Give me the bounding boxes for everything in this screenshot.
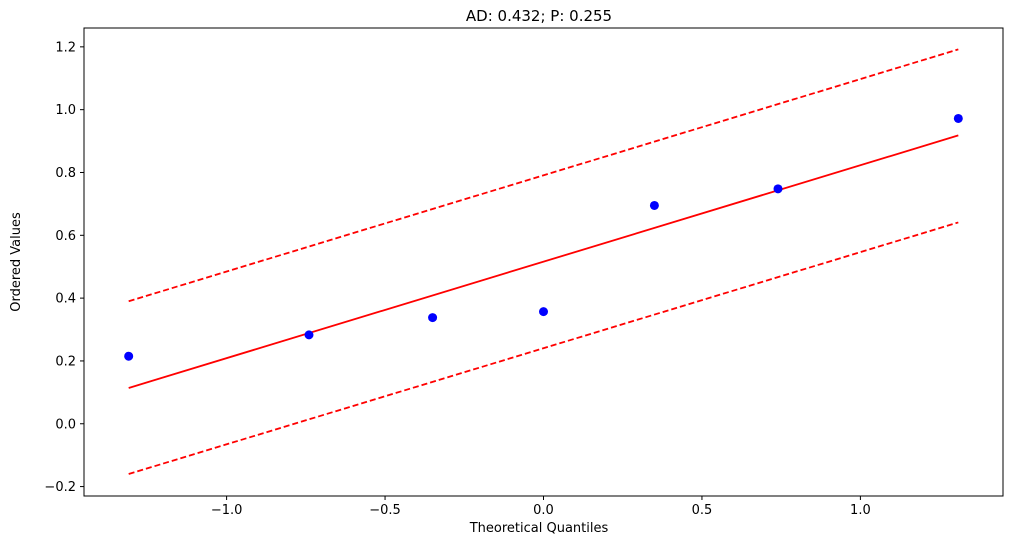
chart-title: AD: 0.432; P: 0.255: [466, 7, 612, 25]
data-point: [773, 184, 783, 194]
plot-area: [124, 48, 963, 475]
y-axis: −0.2 0.0 0.2 0.4 0.6 0.8 1.0 1.2: [44, 40, 84, 495]
x-tick-label: 1.0: [850, 503, 871, 518]
data-point: [304, 330, 314, 340]
y-tick-label: 0.4: [55, 292, 76, 307]
x-tick-label: −1.0: [211, 503, 243, 518]
y-tick-label: 0.6: [55, 229, 76, 244]
data-point: [428, 313, 438, 323]
data-point: [953, 113, 963, 123]
y-tick-label: 0.0: [55, 417, 76, 432]
lower-confidence-band: [128, 221, 959, 475]
y-axis-label: Ordered Values: [9, 212, 24, 312]
data-point: [649, 200, 659, 210]
x-tick-label: 0.5: [692, 503, 713, 518]
x-axis-label: Theoretical Quantiles: [469, 521, 609, 536]
reference-line: [128, 134, 959, 389]
y-tick-label: 1.2: [55, 40, 76, 55]
x-tick-label: −0.5: [369, 503, 401, 518]
y-tick-label: 0.2: [55, 354, 76, 369]
data-point: [539, 307, 548, 317]
x-tick-label: 0.0: [533, 503, 554, 518]
y-tick-label: 1.0: [55, 103, 76, 118]
data-point: [124, 351, 134, 361]
y-tick-label: 0.8: [55, 166, 76, 181]
y-tick-label: −0.2: [44, 480, 76, 495]
x-axis: −1.0 −0.5 0.0 0.5 1.0: [211, 496, 871, 518]
upper-confidence-band: [128, 48, 959, 303]
